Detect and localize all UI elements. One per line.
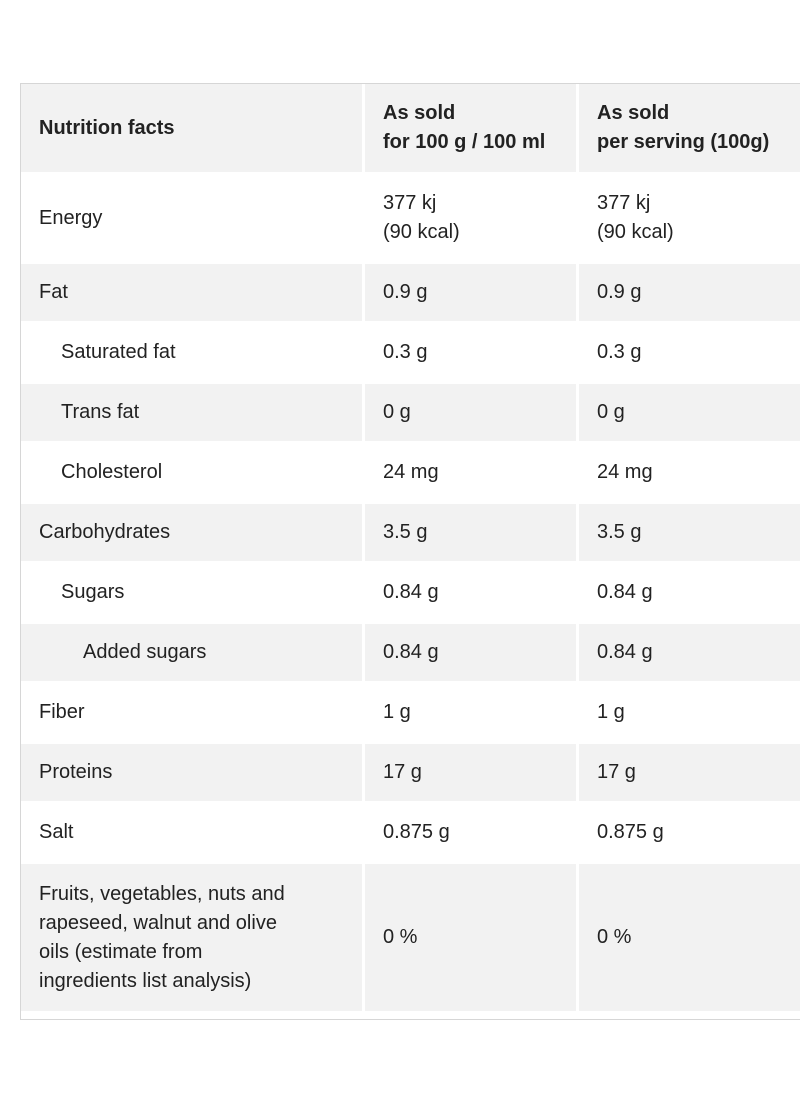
carbohydrates-serving: 3.5 g (579, 504, 800, 564)
row-label-sugars: Sugars (21, 564, 365, 624)
proteins-serving: 17 g (579, 744, 800, 804)
salt-per100: 0.875 g (365, 804, 579, 864)
row-label-trans-fat: Trans fat (21, 384, 365, 444)
row-label-fruits-vegetables: Fruits, vegetables, nuts and rapeseed, w… (21, 864, 365, 1014)
nutrition-table-container: Nutrition facts As sold for 100 g / 100 … (20, 83, 800, 1020)
row-label-fat: Fat (21, 264, 365, 324)
added-sugars-serving: 0.84 g (579, 624, 800, 684)
proteins-per100: 17 g (365, 744, 579, 804)
header-col2-line2: for 100 g / 100 ml (383, 131, 546, 153)
fruits-per100: 0 % (365, 864, 579, 1014)
fiber-serving: 1 g (579, 684, 800, 744)
energy-serving: 377 kj (90 kcal) (579, 175, 800, 264)
fat-serving: 0.9 g (579, 264, 800, 324)
sugars-serving: 0.84 g (579, 564, 800, 624)
trans-fat-per100: 0 g (365, 384, 579, 444)
energy-per100-kj: 377 kj (383, 192, 437, 214)
table-row: Saturated fat 0.3 g 0.3 g (21, 324, 800, 384)
fruits-label-line4: ingredients list analysis) (39, 969, 252, 992)
cholesterol-per100: 24 mg (365, 444, 579, 504)
sugars-per100: 0.84 g (365, 564, 579, 624)
table-row: Fiber 1 g 1 g (21, 684, 800, 744)
saturated-fat-serving: 0.3 g (579, 324, 800, 384)
table-row: Trans fat 0 g 0 g (21, 384, 800, 444)
row-label-proteins: Proteins (21, 744, 365, 804)
table-row: Cholesterol 24 mg 24 mg (21, 444, 800, 504)
table-header-row: Nutrition facts As sold for 100 g / 100 … (21, 84, 800, 175)
table-row: Fruits, vegetables, nuts and rapeseed, w… (21, 864, 800, 1014)
table-row: Fat 0.9 g 0.9 g (21, 264, 800, 324)
saturated-fat-per100: 0.3 g (365, 324, 579, 384)
table-row: Added sugars 0.84 g 0.84 g (21, 624, 800, 684)
table-row: Salt 0.875 g 0.875 g (21, 804, 800, 864)
energy-serving-kcal: (90 kcal) (597, 221, 674, 243)
header-col3-line2: per serving (100g) (597, 131, 770, 153)
header-nutrition-facts: Nutrition facts (21, 84, 365, 175)
fat-per100: 0.9 g (365, 264, 579, 324)
trans-fat-serving: 0 g (579, 384, 800, 444)
nutrition-table: Nutrition facts As sold for 100 g / 100 … (21, 84, 800, 1014)
header-col2-line1: As sold (383, 102, 456, 124)
cholesterol-serving: 24 mg (579, 444, 800, 504)
table-row: Proteins 17 g 17 g (21, 744, 800, 804)
row-label-fiber: Fiber (21, 684, 365, 744)
fruits-label-line1: Fruits, vegetables, nuts and (39, 882, 285, 905)
row-label-added-sugars: Added sugars (21, 624, 365, 684)
fruits-label-line3: oils (estimate from (39, 940, 203, 963)
table-row: Carbohydrates 3.5 g 3.5 g (21, 504, 800, 564)
fruits-serving: 0 % (579, 864, 800, 1014)
row-label-cholesterol: Cholesterol (21, 444, 365, 504)
header-as-sold-serving: As sold per serving (100g) (579, 84, 800, 175)
added-sugars-per100: 0.84 g (365, 624, 579, 684)
energy-per100: 377 kj (90 kcal) (365, 175, 579, 264)
table-row: Energy 377 kj (90 kcal) 377 kj (90 kcal) (21, 175, 800, 264)
row-label-salt: Salt (21, 804, 365, 864)
fiber-per100: 1 g (365, 684, 579, 744)
energy-serving-kj: 377 kj (597, 192, 651, 214)
fruits-label-line2: rapeseed, walnut and olive (39, 911, 277, 934)
table-row: Sugars 0.84 g 0.84 g (21, 564, 800, 624)
row-label-saturated-fat: Saturated fat (21, 324, 365, 384)
row-label-energy: Energy (21, 175, 365, 264)
header-col3-line1: As sold (597, 102, 670, 124)
carbohydrates-per100: 3.5 g (365, 504, 579, 564)
header-as-sold-100g: As sold for 100 g / 100 ml (365, 84, 579, 175)
row-label-carbohydrates: Carbohydrates (21, 504, 365, 564)
energy-per100-kcal: (90 kcal) (383, 221, 460, 243)
salt-serving: 0.875 g (579, 804, 800, 864)
